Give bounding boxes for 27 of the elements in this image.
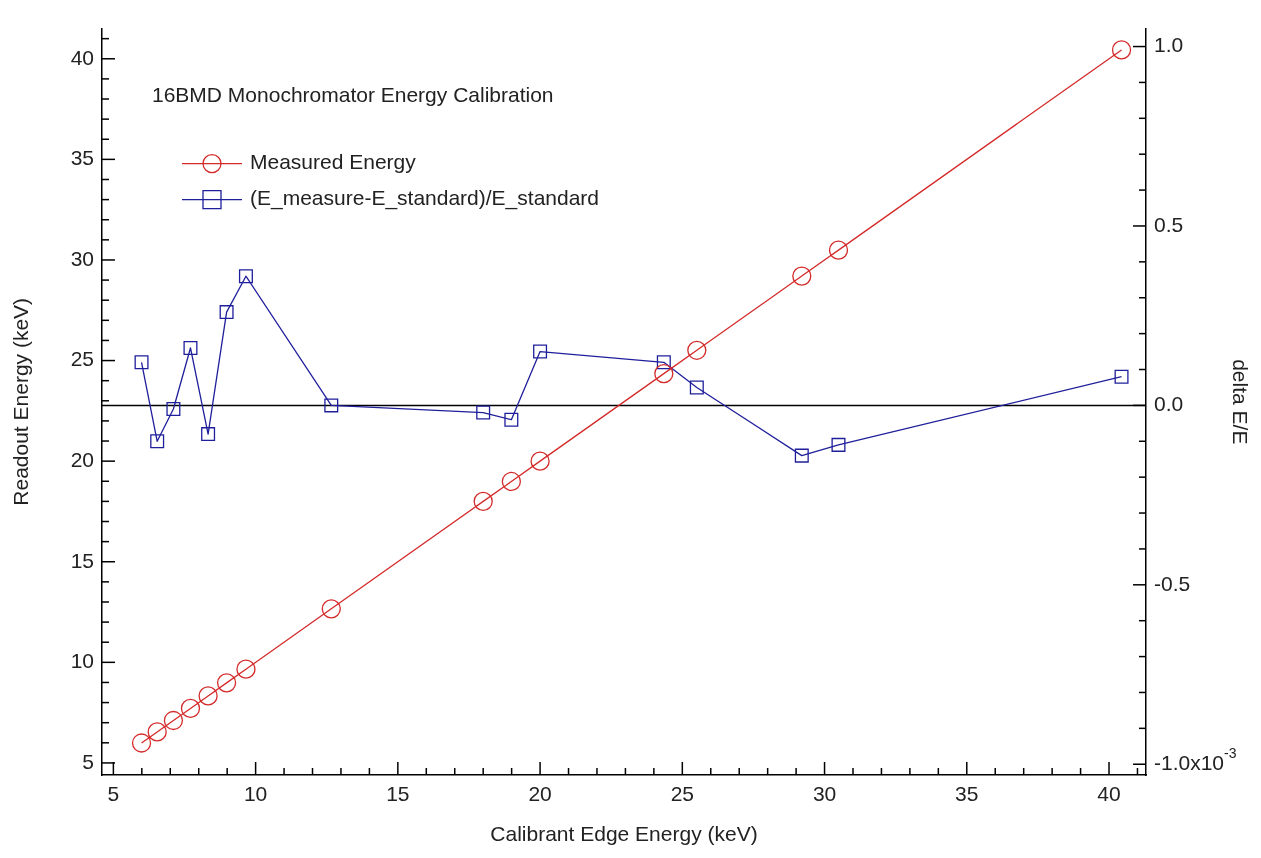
y-tick-label: 5 bbox=[82, 749, 94, 773]
x-tick-label: 5 bbox=[107, 782, 120, 806]
x-tick-label: 10 bbox=[243, 782, 268, 806]
y2-tick-label: 0.5 bbox=[1154, 212, 1184, 236]
x-tick-label: 20 bbox=[528, 782, 552, 806]
y-tick-label: 35 bbox=[70, 146, 94, 170]
y-tick-label: 10 bbox=[70, 649, 94, 673]
y-tick-label: 20 bbox=[70, 447, 94, 471]
y2-tick-label: -0.5 bbox=[1154, 571, 1191, 595]
y-tick-label: 25 bbox=[70, 347, 94, 371]
y2-tick-label: 0.0 bbox=[1154, 392, 1184, 416]
x-tick-label: 25 bbox=[670, 782, 694, 806]
x-tick-label: 30 bbox=[812, 782, 837, 806]
y-axis-title: Readout Energy (keV) bbox=[9, 297, 33, 506]
y-tick-label: 40 bbox=[70, 45, 94, 69]
x-tick-label: 40 bbox=[1097, 782, 1121, 806]
legend-label: (E_measure-E_standard)/E_standard bbox=[250, 186, 600, 211]
text: 16BMD Monochromator Energy Calibration bbox=[152, 83, 554, 107]
y2-tick-label: -1.0 bbox=[1154, 751, 1191, 775]
x-tick-label: 15 bbox=[386, 782, 410, 806]
y2-tick-label: 1.0 bbox=[1154, 33, 1184, 57]
x-tick-label: 35 bbox=[955, 782, 979, 806]
legend-label: Measured Energy bbox=[250, 150, 417, 174]
y-tick-label: 30 bbox=[70, 246, 94, 270]
y2-axis-title: delta E/E bbox=[1228, 359, 1252, 445]
y-tick-label: 15 bbox=[70, 548, 94, 572]
x-axis-title: Calibrant Edge Energy (keV) bbox=[490, 822, 758, 846]
